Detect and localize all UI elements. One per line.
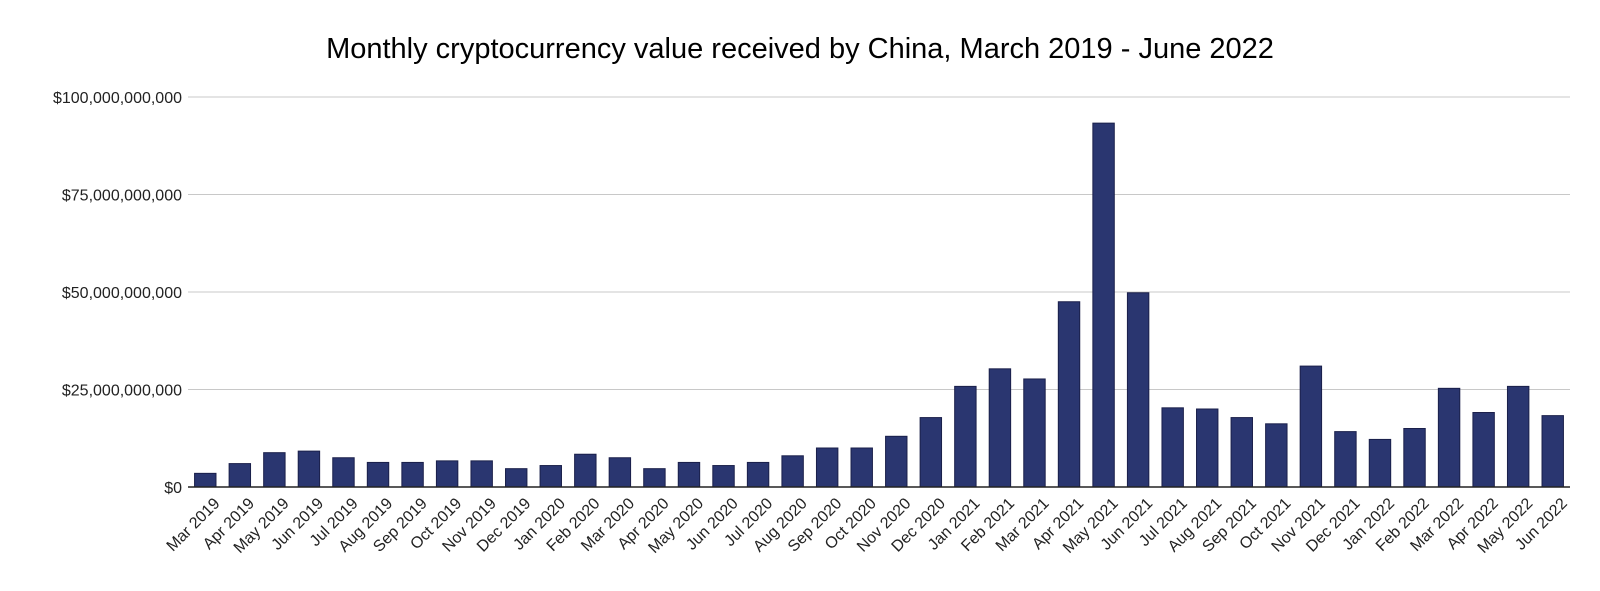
y-tick-label: $25,000,000,000: [62, 383, 182, 400]
bar: [1265, 423, 1288, 488]
bar: [1023, 378, 1046, 488]
bar: [746, 461, 770, 488]
bar: [435, 460, 459, 488]
bar: [1541, 415, 1564, 488]
y-tick-label: $75,000,000,000: [62, 188, 182, 205]
bar: [850, 447, 873, 488]
bar: [608, 457, 632, 488]
bar: [712, 465, 735, 488]
bar: [505, 468, 528, 488]
bar: [1161, 407, 1184, 488]
bars: [194, 122, 1564, 488]
bar: [988, 368, 1012, 488]
bar: [1368, 438, 1392, 488]
y-tick-label: $0: [164, 480, 182, 497]
chart-title: Monthly cryptocurrency value received by…: [326, 33, 1274, 65]
bar: [366, 461, 390, 488]
gridlines: [188, 96, 1570, 390]
bar: [1126, 292, 1150, 488]
bar: [1092, 122, 1115, 488]
bar: [401, 461, 424, 488]
y-tick-label: $100,000,000,000: [53, 90, 182, 107]
bar: [1506, 385, 1530, 488]
bar: [1230, 417, 1253, 488]
y-axis-tick-labels: $0 $25,000,000,000 $50,000,000,000 $75,000,…: [53, 90, 182, 497]
bar: [1403, 428, 1426, 488]
bar: [1472, 412, 1495, 488]
bar: [297, 450, 321, 488]
bar: [332, 457, 355, 488]
bar: [1437, 387, 1461, 488]
bar: [263, 452, 286, 488]
bar: [1057, 301, 1081, 488]
bar: [885, 435, 908, 488]
bar: [228, 463, 252, 488]
y-tick-label: $50,000,000,000: [62, 285, 182, 302]
bar: [954, 385, 977, 488]
bar: [1334, 431, 1357, 488]
bar: [677, 461, 701, 488]
bar: [539, 465, 562, 488]
bar: [919, 417, 943, 488]
bar: [781, 455, 804, 488]
bar: [643, 468, 666, 488]
bar: [1196, 408, 1219, 488]
bar: [194, 472, 217, 488]
bar: [815, 447, 839, 488]
bar: [1299, 365, 1323, 488]
bar: [574, 453, 597, 488]
bar: [470, 460, 493, 488]
